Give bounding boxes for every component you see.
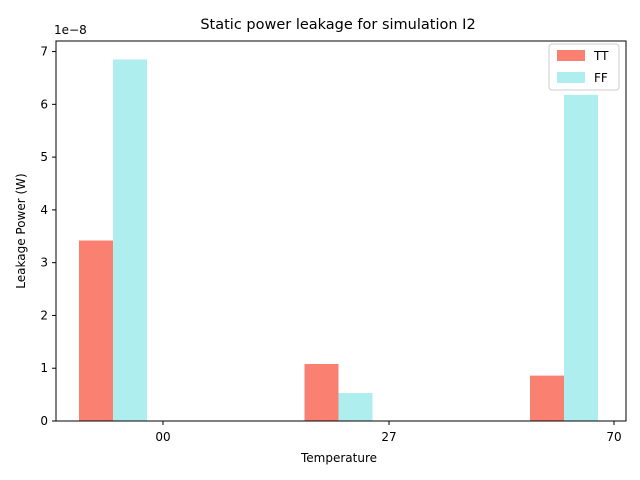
y-axis-ticks: 0 1 2 3 4 5 6 7 xyxy=(40,45,56,428)
y-axis-offset-text: 1e−8 xyxy=(54,23,87,37)
bars-layer xyxy=(79,59,598,421)
chart-title: Static power leakage for simulation I2 xyxy=(200,17,475,33)
y-tick-label: 7 xyxy=(40,45,48,59)
bar-ff-27 xyxy=(338,393,373,421)
legend-swatch-tt xyxy=(557,50,585,61)
y-axis-label: Leakage Power (W) xyxy=(14,173,28,288)
bar-tt-00 xyxy=(79,240,113,421)
y-tick-label: 3 xyxy=(40,256,48,270)
x-tick-label: 70 xyxy=(606,430,621,444)
legend-swatch-ff xyxy=(557,72,585,83)
bar-ff-70 xyxy=(564,94,598,421)
y-tick-label: 4 xyxy=(40,203,48,217)
bar-tt-27 xyxy=(304,364,339,421)
axes xyxy=(55,40,627,422)
x-axis-label: Temperature xyxy=(300,451,377,465)
legend: TT FF xyxy=(548,43,620,91)
y-tick-label: 2 xyxy=(40,308,48,322)
plot-frame xyxy=(55,40,627,422)
y-tick-label: 1 xyxy=(40,361,48,375)
x-axis-ticks: 00 27 70 xyxy=(155,421,622,444)
legend-label-ff: FF xyxy=(594,71,608,85)
bar-tt-70 xyxy=(530,375,564,421)
x-tick-label: 00 xyxy=(155,430,170,444)
y-tick-label: 5 xyxy=(40,150,48,164)
y-tick-label: 0 xyxy=(40,414,48,428)
legend-label-tt: TT xyxy=(593,49,609,63)
y-tick-label: 6 xyxy=(40,97,48,111)
x-tick-label: 27 xyxy=(381,430,396,444)
bar-ff-00 xyxy=(113,59,147,421)
